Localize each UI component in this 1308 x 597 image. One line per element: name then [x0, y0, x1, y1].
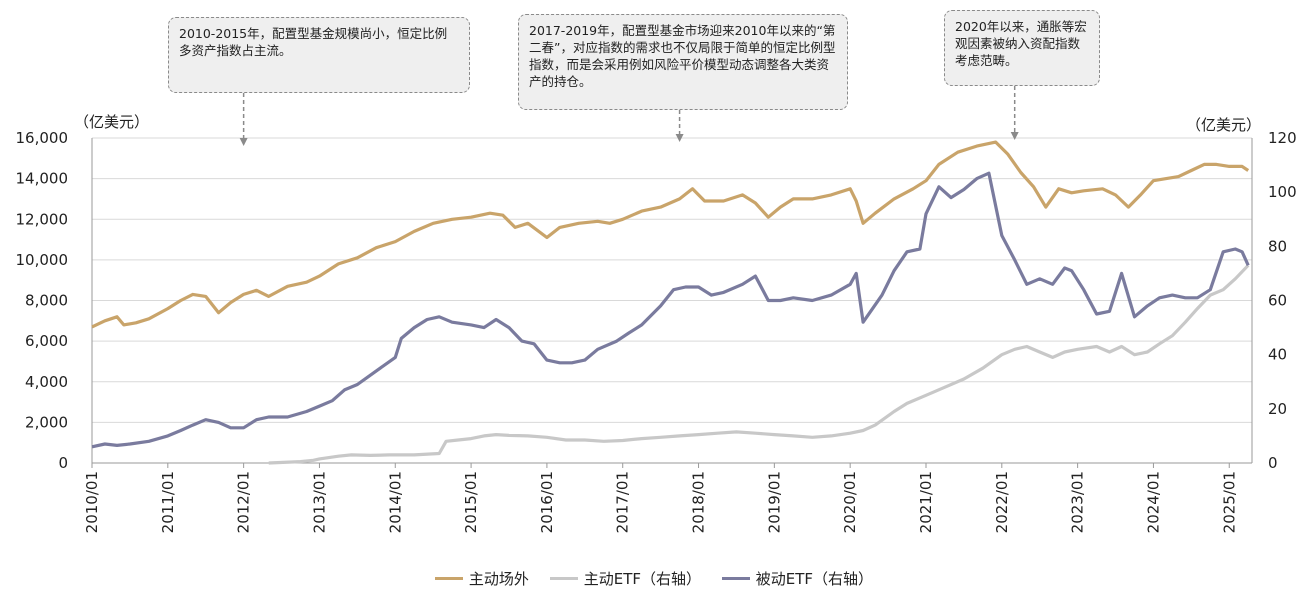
right-tick-label: 100: [1268, 183, 1297, 201]
callout-arrow-head: [675, 134, 684, 142]
x-tick-label: 2024/01: [1144, 471, 1162, 533]
right-tick-label: 80: [1268, 237, 1287, 255]
legend-item-active-otc: 主动场外: [434, 568, 529, 589]
x-tick-label: 2014/01: [386, 471, 404, 533]
callout-arrow-head: [239, 138, 248, 146]
x-tick-label: 2010/01: [83, 471, 101, 533]
right-axis-unit: （亿美元）: [1186, 116, 1261, 134]
x-tick-label: 2020/01: [841, 471, 859, 533]
x-axis-ticks: 2010/01 2011/01 2012/01 2013/01 2014/01 2015/…: [83, 463, 1238, 533]
x-tick-label: 2012/01: [235, 471, 253, 533]
left-tick-label: 2,000: [25, 413, 68, 431]
x-tick-label: 2018/01: [690, 471, 708, 533]
left-tick-label: 10,000: [16, 251, 69, 269]
legend-label-active-etf: 主动ETF（右轴）: [583, 570, 701, 588]
series-line-1: [268, 264, 1250, 465]
left-tick-label: 6,000: [25, 332, 68, 350]
legend-label-passive-etf: 被动ETF（右轴）: [755, 570, 874, 588]
x-tick-label: 2019/01: [765, 471, 783, 533]
x-tick-label: 2017/01: [614, 471, 632, 533]
x-tick-label: 2022/01: [993, 471, 1011, 533]
left-tick-label: 4,000: [25, 373, 68, 391]
right-tick-label: 60: [1268, 292, 1287, 310]
x-tick-label: 2011/01: [159, 471, 177, 533]
callout-arrow-head: [1010, 132, 1019, 140]
x-tick-label: 2023/01: [1069, 471, 1087, 533]
x-tick-label: 2025/01: [1220, 471, 1238, 533]
left-tick-label: 16,000: [16, 129, 69, 147]
right-tick-label: 20: [1268, 400, 1287, 418]
legend-swatch-active-otc: [434, 577, 463, 580]
left-axis-ticks: 0 2,000 4,000 6,000 8,000 10,000 12,000 14,000 1…: [16, 129, 69, 472]
right-axis-ticks: 0 20 40 60 80 100 120: [1268, 129, 1297, 472]
series-line-2: [91, 171, 1250, 449]
callout-arrows: [239, 86, 1019, 146]
left-tick-label: 12,000: [16, 210, 69, 228]
x-tick-label: 2016/01: [538, 471, 556, 533]
chart-legend: 主动场外 主动ETF（右轴） 被动ETF（右轴）: [0, 566, 1308, 589]
x-tick-label: 2021/01: [917, 471, 935, 533]
legend-swatch-passive-etf: [721, 577, 750, 580]
left-tick-label: 8,000: [25, 292, 68, 310]
legend-item-active-etf: 主动ETF（右轴）: [549, 568, 701, 589]
legend-label-active-otc: 主动场外: [468, 570, 529, 588]
right-tick-label: 120: [1268, 129, 1297, 147]
series-line-0: [91, 140, 1250, 329]
series-lines: [91, 140, 1250, 465]
annotation-callout-3: 2020年以来，通胀等宏观因素被纳入资配指数考虑范畴。: [944, 10, 1100, 86]
right-tick-label: 40: [1268, 346, 1287, 364]
legend-item-passive-etf: 被动ETF（右轴）: [721, 568, 874, 589]
annotation-callout-1: 2010-2015年，配置型基金规模尚小，恒定比例多资产指数占主流。: [168, 17, 470, 93]
right-tick-label: 0: [1268, 454, 1278, 472]
x-tick-label: 2015/01: [462, 471, 480, 533]
annotation-callout-2: 2017-2019年，配置型基金市场迎来2010年以来的“第二春”，对应指数的需…: [518, 14, 848, 110]
left-axis-unit: （亿美元）: [74, 113, 149, 131]
legend-swatch-active-etf: [549, 577, 578, 580]
left-tick-label: 0: [58, 454, 68, 472]
left-tick-label: 14,000: [16, 170, 69, 188]
x-tick-label: 2013/01: [310, 471, 328, 533]
grid-lines: [91, 137, 1253, 464]
